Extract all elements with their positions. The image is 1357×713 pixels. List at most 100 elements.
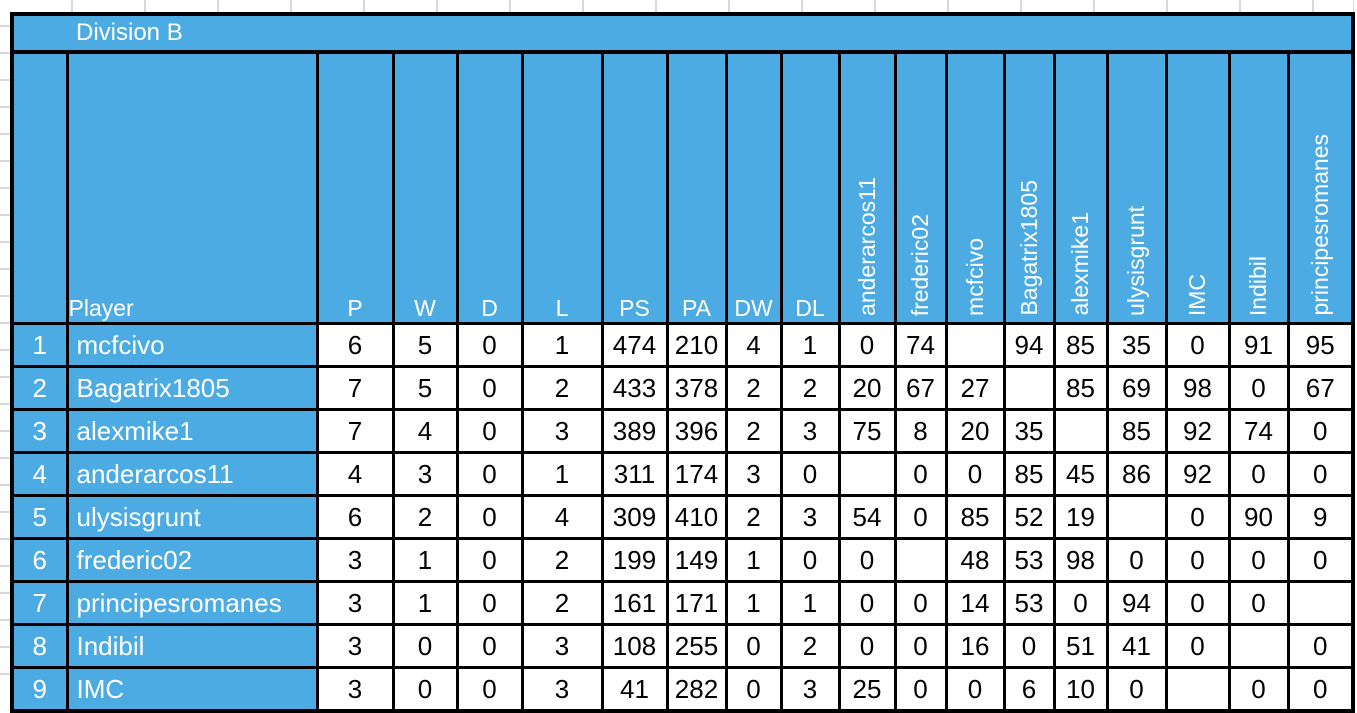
stat-cell-d[interactable]: 0 — [455, 623, 524, 669]
stat-cell-dl[interactable]: 0 — [779, 451, 841, 497]
result-cell[interactable] — [944, 322, 1006, 368]
rank-cell[interactable]: 4 — [10, 451, 69, 497]
rank-cell[interactable]: 3 — [10, 408, 69, 454]
result-cell[interactable]: 0 — [1164, 537, 1231, 583]
stat-cell-p[interactable]: 3 — [315, 666, 395, 713]
stat-cell-p[interactable]: 4 — [315, 451, 395, 497]
stat-cell-w[interactable]: 2 — [391, 494, 459, 540]
stat-cell-pa[interactable]: 378 — [665, 365, 728, 411]
opponent-header-ulysisgrunt[interactable]: ulysisgrunt — [1105, 50, 1168, 325]
result-cell[interactable]: 48 — [944, 537, 1006, 583]
result-cell[interactable]: 27 — [944, 365, 1006, 411]
stat-cell-pa[interactable]: 149 — [665, 537, 728, 583]
player-cell[interactable]: principesromanes — [65, 580, 319, 626]
stat-cell-w[interactable]: 1 — [391, 580, 459, 626]
result-cell[interactable]: 51 — [1052, 623, 1109, 669]
stat-cell-w[interactable]: 5 — [391, 322, 459, 368]
stat-cell-dl[interactable]: 2 — [779, 365, 841, 411]
result-cell[interactable]: 0 — [1286, 666, 1355, 713]
stat-cell-l[interactable]: 3 — [520, 666, 604, 713]
opponent-header-indibil[interactable]: Indibil — [1227, 50, 1290, 325]
result-cell[interactable]: 85 — [1105, 408, 1168, 454]
result-cell[interactable]: 0 — [1105, 666, 1168, 713]
player-cell[interactable]: anderarcos11 — [65, 451, 319, 497]
stat-cell-w[interactable]: 0 — [391, 623, 459, 669]
player-cell[interactable]: Bagatrix1805 — [65, 365, 319, 411]
opponent-header-bagatrix1805[interactable]: Bagatrix1805 — [1002, 50, 1056, 325]
stat-cell-ps[interactable]: 433 — [600, 365, 669, 411]
stat-cell-p[interactable]: 3 — [315, 623, 395, 669]
stat-cell-p[interactable]: 3 — [315, 580, 395, 626]
result-cell[interactable]: 0 — [837, 580, 897, 626]
result-cell[interactable]: 45 — [1052, 451, 1109, 497]
player-cell[interactable]: frederic02 — [65, 537, 319, 583]
result-cell[interactable]: 41 — [1105, 623, 1168, 669]
result-cell[interactable]: 20 — [837, 365, 897, 411]
result-cell[interactable] — [1286, 580, 1355, 626]
result-cell[interactable] — [1164, 666, 1231, 713]
result-cell[interactable]: 0 — [1227, 365, 1290, 411]
result-cell[interactable]: 0 — [1286, 537, 1355, 583]
stat-cell-d[interactable]: 0 — [455, 408, 524, 454]
result-cell[interactable]: 74 — [1227, 408, 1290, 454]
stat-cell-pa[interactable]: 174 — [665, 451, 728, 497]
stat-header-pa[interactable]: PA — [665, 50, 728, 325]
result-cell[interactable]: 98 — [1052, 537, 1109, 583]
stat-cell-dw[interactable]: 1 — [724, 580, 783, 626]
result-cell[interactable]: 53 — [1002, 580, 1056, 626]
result-cell[interactable]: 85 — [1052, 365, 1109, 411]
stat-cell-d[interactable]: 0 — [455, 580, 524, 626]
player-cell[interactable]: ulysisgrunt — [65, 494, 319, 540]
rank-cell[interactable]: 5 — [10, 494, 69, 540]
stat-cell-pa[interactable]: 210 — [665, 322, 728, 368]
stat-header-dl[interactable]: DL — [779, 50, 841, 325]
stat-cell-dw[interactable]: 4 — [724, 322, 783, 368]
stat-cell-pa[interactable]: 171 — [665, 580, 728, 626]
result-cell[interactable]: 0 — [893, 580, 948, 626]
result-cell[interactable]: 25 — [837, 666, 897, 713]
stat-cell-dw[interactable]: 0 — [724, 623, 783, 669]
stat-cell-d[interactable]: 0 — [455, 537, 524, 583]
stat-header-dw[interactable]: DW — [724, 50, 783, 325]
result-cell[interactable]: 67 — [1286, 365, 1355, 411]
result-cell[interactable]: 0 — [837, 623, 897, 669]
stat-cell-dw[interactable]: 1 — [724, 537, 783, 583]
stat-cell-l[interactable]: 4 — [520, 494, 604, 540]
stat-cell-pa[interactable]: 410 — [665, 494, 728, 540]
stat-cell-p[interactable]: 7 — [315, 408, 395, 454]
result-cell[interactable]: 20 — [944, 408, 1006, 454]
stat-cell-l[interactable]: 1 — [520, 451, 604, 497]
stat-header-p[interactable]: P — [315, 50, 395, 325]
stat-cell-dl[interactable]: 3 — [779, 408, 841, 454]
result-cell[interactable]: 85 — [944, 494, 1006, 540]
result-cell[interactable]: 0 — [1164, 623, 1231, 669]
result-cell[interactable]: 75 — [837, 408, 897, 454]
result-cell[interactable] — [893, 537, 948, 583]
stat-cell-dl[interactable]: 2 — [779, 623, 841, 669]
result-cell[interactable]: 86 — [1105, 451, 1168, 497]
opponent-header-imc[interactable]: IMC — [1164, 50, 1231, 325]
stat-cell-d[interactable]: 0 — [455, 322, 524, 368]
result-cell[interactable] — [1105, 494, 1168, 540]
stat-cell-ps[interactable]: 41 — [600, 666, 669, 713]
stat-cell-pa[interactable]: 396 — [665, 408, 728, 454]
result-cell[interactable]: 6 — [1002, 666, 1056, 713]
result-cell[interactable]: 19 — [1052, 494, 1109, 540]
stat-cell-w[interactable]: 4 — [391, 408, 459, 454]
result-cell[interactable]: 14 — [944, 580, 1006, 626]
stat-cell-dl[interactable]: 1 — [779, 322, 841, 368]
result-cell[interactable]: 9 — [1286, 494, 1355, 540]
stat-cell-ps[interactable]: 474 — [600, 322, 669, 368]
stat-cell-p[interactable]: 3 — [315, 537, 395, 583]
opponent-header-mcfcivo[interactable]: mcfcivo — [944, 50, 1006, 325]
result-cell[interactable] — [1052, 408, 1109, 454]
stat-header-ps[interactable]: PS — [600, 50, 669, 325]
result-cell[interactable]: 54 — [837, 494, 897, 540]
stat-cell-w[interactable]: 0 — [391, 666, 459, 713]
result-cell[interactable]: 0 — [893, 494, 948, 540]
result-cell[interactable]: 0 — [1227, 451, 1290, 497]
stat-cell-ps[interactable]: 309 — [600, 494, 669, 540]
result-cell[interactable]: 0 — [1002, 623, 1056, 669]
result-cell[interactable]: 0 — [837, 537, 897, 583]
stat-cell-dl[interactable]: 3 — [779, 494, 841, 540]
